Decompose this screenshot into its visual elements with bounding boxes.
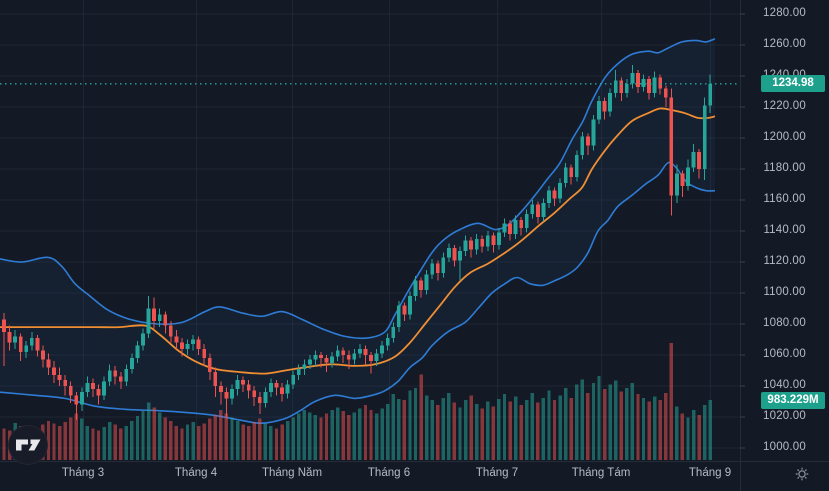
time-axis-label: Tháng 6	[367, 467, 411, 479]
price-axis-label: 1120.00	[763, 255, 806, 267]
price-axis-label: 1180.00	[763, 162, 806, 174]
volume-badge: 983.229M	[761, 391, 825, 409]
price-axis-label: 1100.00	[763, 286, 806, 298]
volume-series	[2, 342, 712, 460]
price-axis-ticks	[740, 13, 745, 449]
price-axis-label: 1000.00	[763, 441, 806, 453]
time-axis-label: Tháng 4	[174, 467, 218, 479]
time-axis-label: Tháng 3	[61, 467, 105, 479]
price-axis-label: 1040.00	[763, 379, 806, 391]
time-axis-label: Tháng 7	[475, 467, 519, 479]
price-axis-label: 1060.00	[763, 348, 806, 360]
time-axis-label: Tháng Tám	[571, 467, 631, 479]
price-axis-label: 1160.00	[763, 193, 806, 205]
price-axis-label: 1220.00	[763, 100, 806, 112]
bollinger-upper-band	[0, 38, 716, 340]
price-axis-label: 1020.00	[763, 410, 806, 422]
tradingview-logo-icon[interactable]	[8, 425, 48, 465]
price-axis-label: 1280.00	[763, 7, 806, 19]
bollinger-lower-band	[0, 161, 716, 425]
price-axis-label: 1140.00	[763, 224, 806, 236]
price-axis-label: 1200.00	[763, 131, 806, 143]
price-axis-label: 1260.00	[763, 38, 806, 50]
last-price-badge: 1234.98	[761, 75, 825, 93]
gear-icon[interactable]	[794, 466, 810, 482]
bollinger-basis-line	[0, 107, 716, 375]
time-axis-label: Tháng Năm	[261, 467, 323, 479]
candlestick-series	[2, 65, 713, 421]
price-axis-label: 1080.00	[763, 317, 806, 329]
bollinger-band-fill	[0, 38, 715, 424]
time-axis-label: Tháng 9	[688, 467, 732, 479]
